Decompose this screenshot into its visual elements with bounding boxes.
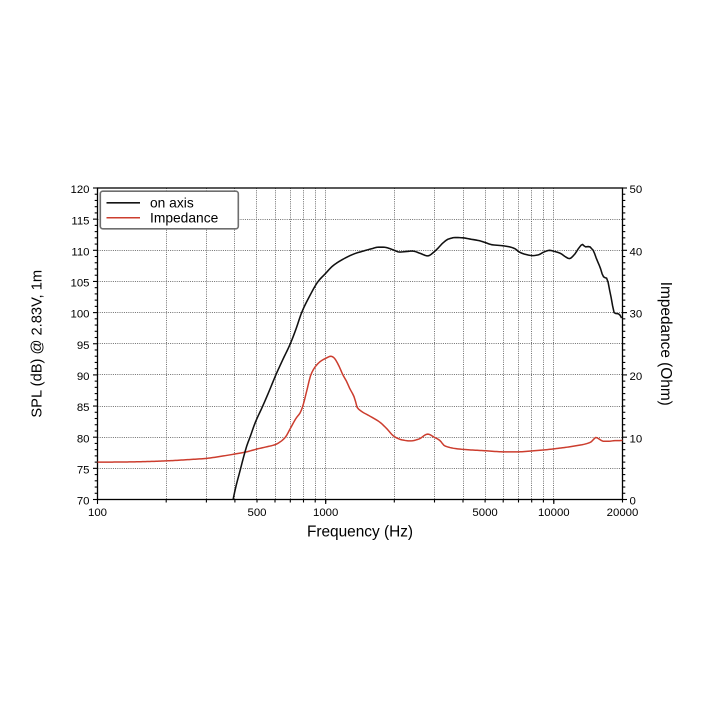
svg-text:85: 85 (77, 402, 90, 414)
svg-text:20000: 20000 (607, 507, 639, 519)
svg-text:Impedance: Impedance (150, 211, 219, 226)
svg-text:5000: 5000 (472, 507, 497, 519)
svg-text:SPL (dB) @ 2.83V, 1m: SPL (dB) @ 2.83V, 1m (30, 270, 46, 418)
svg-text:100: 100 (70, 309, 89, 321)
svg-text:1000: 1000 (313, 507, 338, 519)
svg-text:20: 20 (630, 371, 643, 383)
svg-text:120: 120 (70, 184, 89, 196)
svg-text:30: 30 (630, 309, 643, 321)
svg-text:0: 0 (630, 496, 636, 508)
svg-text:70: 70 (77, 496, 90, 508)
svg-text:500: 500 (247, 507, 266, 519)
svg-text:on axis: on axis (150, 196, 194, 211)
svg-text:40: 40 (630, 246, 643, 258)
svg-text:95: 95 (77, 340, 90, 352)
svg-text:80: 80 (77, 433, 90, 445)
svg-text:105: 105 (70, 278, 89, 290)
svg-text:10000: 10000 (538, 507, 570, 519)
svg-text:50: 50 (630, 184, 643, 196)
svg-text:10: 10 (630, 433, 643, 445)
svg-text:100: 100 (88, 507, 107, 519)
svg-text:75: 75 (77, 465, 90, 477)
svg-text:90: 90 (77, 371, 90, 383)
svg-text:115: 115 (71, 215, 89, 227)
svg-text:110: 110 (71, 246, 89, 258)
svg-text:Frequency (Hz): Frequency (Hz) (307, 524, 413, 541)
svg-text:Impedance (Ohm): Impedance (Ohm) (657, 282, 674, 406)
